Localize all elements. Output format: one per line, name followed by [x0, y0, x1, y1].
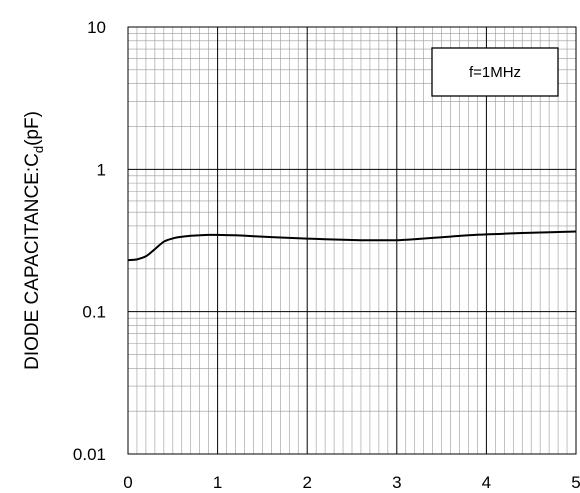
series-line [127, 230, 577, 262]
y-axis-label: DIODE CAPACITANCE:Cd(pF) [22, 111, 46, 370]
y-tick-label: 0.1 [82, 303, 106, 322]
y-tick-label: 0.01 [73, 445, 106, 464]
x-tick-label: 5 [571, 473, 580, 492]
legend-label: f=1MHz [469, 64, 521, 81]
series-layer [127, 230, 577, 262]
x-tick-label: 3 [392, 473, 401, 492]
x-tick-label: 2 [302, 473, 311, 492]
y-axis-label-unit: (pF) [22, 111, 43, 146]
y-tick-labels: 10 1 0.1 0.01 [73, 18, 106, 464]
y-axis-label-main: DIODE CAPACITANCE:C [22, 153, 43, 370]
legend: f=1MHz [431, 47, 559, 97]
plot-frame [127, 26, 577, 455]
minor-grid [128, 27, 576, 454]
x-tick-label: 1 [213, 473, 222, 492]
legend-box [431, 47, 559, 97]
x-tick-label: 0 [123, 473, 132, 492]
x-tick-labels: 0 1 2 3 4 5 [123, 473, 580, 492]
x-tick-label: 4 [482, 473, 491, 492]
y-tick-label: 1 [97, 160, 106, 179]
y-tick-label: 10 [87, 18, 106, 37]
y-axis-label-subscript: d [31, 146, 46, 153]
